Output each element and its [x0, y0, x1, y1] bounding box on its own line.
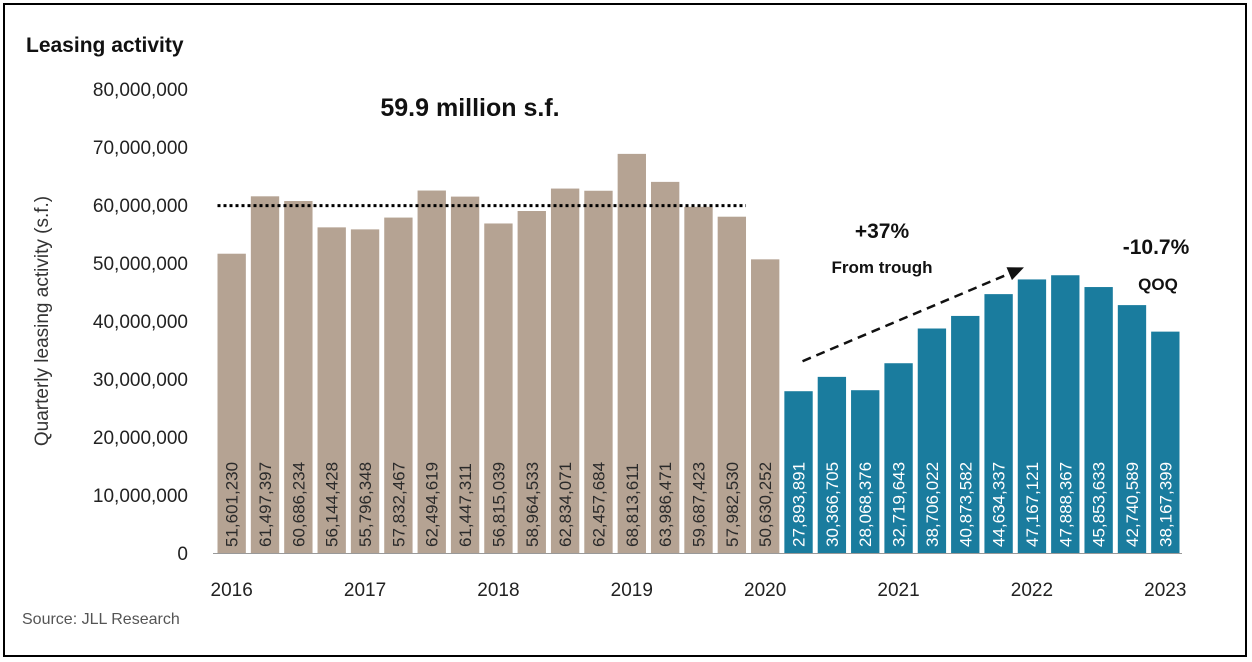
x-tick-label: 2019	[611, 580, 653, 601]
bar-value-label: 40,873,582	[956, 462, 975, 547]
x-tick-label: 2020	[744, 580, 786, 601]
bar-value-label: 47,167,121	[1023, 462, 1042, 547]
bar	[217, 253, 246, 553]
bar	[617, 153, 646, 554]
bar	[250, 196, 280, 553]
x-tick-label: 2018	[477, 580, 519, 601]
average-line-label: 59.9 million s.f.	[380, 94, 559, 122]
bar	[817, 376, 847, 553]
bars	[217, 153, 1180, 554]
bar	[1084, 287, 1113, 553]
bar-value-label: 50,630,252	[756, 462, 775, 547]
bar-value-label: 56,815,039	[489, 462, 508, 547]
bar-value-label: 61,447,311	[456, 463, 475, 547]
bar	[851, 390, 880, 553]
bar	[751, 259, 780, 553]
qoq-percent: -10.7%	[1123, 236, 1190, 259]
bar-value-label: 47,888,367	[1056, 462, 1075, 547]
bar	[1151, 331, 1180, 553]
growth-percent: +37%	[855, 220, 910, 243]
bar-value-label: 59,687,423	[690, 462, 709, 547]
growth-arrow	[802, 270, 1014, 363]
y-tick-label: 30,000,000	[93, 370, 188, 391]
bar-value-label: 28,068,376	[856, 462, 875, 547]
bar-value-label: 38,167,399	[1156, 462, 1175, 547]
x-tick-label: 2016	[211, 580, 253, 601]
y-tick-label: 70,000,000	[93, 138, 188, 159]
bar-value-label: 56,144,428	[323, 462, 342, 547]
bar-value-label: 61,497,397	[256, 462, 275, 547]
bar-value-label: 30,366,705	[823, 462, 842, 547]
source-note: Source: JLL Research	[22, 611, 180, 628]
y-axis-ticks: 0 10,000,000 20,000,000 30,000,000 40,000,00…	[93, 80, 188, 565]
bar	[317, 227, 346, 554]
bar	[1117, 305, 1147, 553]
x-axis-ticks: 2016 2017 2018 2019 2020 2021 2022 2023	[211, 580, 1187, 601]
x-tick-label: 2023	[1144, 580, 1186, 601]
bar	[384, 217, 413, 553]
bar	[450, 196, 480, 553]
bar	[784, 391, 813, 553]
bar	[550, 188, 580, 554]
bar-value-label: 44,634,337	[990, 462, 1009, 547]
bar-value-label: 57,832,467	[389, 462, 408, 547]
bar	[951, 315, 980, 553]
bar-value-labels: 51,601,230 61,497,397 60,686,234 56,144,428…	[223, 462, 1176, 547]
chart-title: Leasing activity	[26, 34, 184, 57]
qoq-text: QOQ	[1138, 275, 1178, 294]
y-tick-label: 0	[177, 544, 188, 565]
bar-value-label: 51,601,230	[223, 462, 242, 547]
growth-text: From trough	[831, 258, 932, 277]
y-tick-label: 80,000,000	[93, 80, 188, 101]
bar-value-label: 55,796,348	[356, 462, 375, 547]
bar	[417, 190, 446, 554]
bar-value-label: 62,457,684	[589, 462, 608, 547]
y-tick-label: 10,000,000	[93, 486, 188, 507]
bar	[650, 181, 680, 553]
y-tick-label: 40,000,000	[93, 312, 188, 333]
bar-value-label: 38,706,022	[923, 462, 942, 547]
bar	[350, 229, 380, 554]
bar	[284, 201, 313, 553]
bar-value-label: 57,982,530	[723, 462, 742, 547]
y-axis-label: Quarterly leasing activity (s.f.)	[32, 196, 53, 446]
bar-value-label: 45,853,633	[1090, 462, 1109, 547]
y-tick-label: 60,000,000	[93, 196, 188, 217]
bar-value-label: 42,740,589	[1123, 462, 1142, 547]
bar	[917, 328, 947, 553]
x-tick-label: 2021	[877, 580, 919, 601]
growth-arrow-head	[1006, 267, 1024, 281]
bar-value-label: 63,986,471	[656, 462, 675, 547]
bar	[717, 216, 747, 553]
bar-value-label: 68,813,611	[623, 463, 642, 547]
bar-value-label: 32,719,643	[890, 462, 909, 547]
bar-value-label: 60,686,234	[289, 462, 308, 547]
y-tick-label: 20,000,000	[93, 428, 188, 449]
bar	[1017, 279, 1047, 553]
bar	[584, 190, 613, 554]
bar-value-label: 62,834,071	[556, 462, 575, 547]
x-tick-label: 2017	[344, 580, 386, 601]
bar	[884, 363, 913, 553]
bar-value-label: 27,893,891	[790, 462, 809, 547]
bar	[484, 223, 513, 553]
bar	[517, 211, 546, 553]
bar	[984, 294, 1013, 553]
bar	[1051, 275, 1080, 553]
x-tick-label: 2022	[1011, 580, 1053, 601]
bar	[684, 206, 713, 554]
bar-value-label: 62,494,619	[423, 462, 442, 547]
bar-value-label: 58,964,533	[523, 462, 542, 547]
y-tick-label: 50,000,000	[93, 254, 188, 275]
